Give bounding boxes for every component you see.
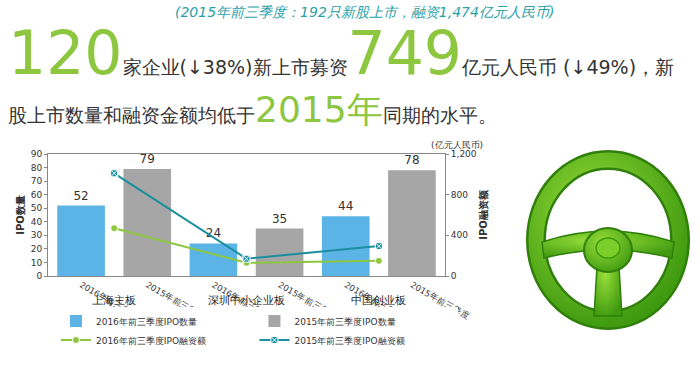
svg-text:78: 78 <box>404 153 419 167</box>
html-text:亿元人民币 (↓49%)，新: 亿元人民币 (↓49%)，新 <box>462 56 675 78</box>
svg-text:40: 40 <box>31 217 43 227</box>
svg-text:1,200: 1,200 <box>451 149 477 159</box>
svg-text:35: 35 <box>272 212 287 226</box>
svg-text:90: 90 <box>31 149 43 159</box>
svg-text:2015年前三季度: 2015年前三季度 <box>144 279 207 322</box>
html-text:(2015年前三季度：192只新股上市，融资1,474亿元人: (2015年前三季度：192只新股上市，融资1,474亿元人民币) <box>175 4 555 20</box>
svg-text:10: 10 <box>31 258 43 268</box>
svg-text:70: 70 <box>31 176 43 186</box>
svg-text:50: 50 <box>31 203 43 213</box>
svg-text:上海主板: 上海主板 <box>92 294 136 307</box>
svg-text:2015年前三季度IPO数量: 2015年前三季度IPO数量 <box>294 317 395 327</box>
svg-text:IPO融资额: IPO融资额 <box>478 189 489 240</box>
svg-text:800: 800 <box>451 190 468 200</box>
svg-text:0: 0 <box>36 271 42 281</box>
html-text:股上市数量和融资金额均低于2015年同期的水平。: 股上市数量和融资金额均低于2015年同期的水平。 <box>8 89 497 130</box>
svg-text:400: 400 <box>451 230 468 240</box>
svg-text:60: 60 <box>31 190 43 200</box>
svg-text:30: 30 <box>31 230 43 240</box>
svg-text:(亿元人民币): (亿元人民币) <box>431 140 483 150</box>
html-text:120: 120 <box>8 18 123 88</box>
svg-text:IPO数量: IPO数量 <box>15 195 26 235</box>
svg-text:44: 44 <box>338 199 353 213</box>
svg-text:2015年前三季度IPO融资额: 2015年前三季度IPO融资额 <box>294 336 404 346</box>
svg-text:52: 52 <box>73 189 88 203</box>
svg-text:2015年前三季度: 2015年前三季度 <box>408 279 472 322</box>
svg-text:24: 24 <box>206 226 221 240</box>
html-text:家企业(↓38%)新上市募资: 家企业(↓38%)新上市募资 <box>122 56 348 78</box>
svg-text:2016年前三季度: 2016年前三季度 <box>78 279 141 322</box>
svg-text:2016年前三季度: 2016年前三季度 <box>210 279 273 322</box>
html-text:749: 749 <box>347 18 462 88</box>
svg-text:2016年前三季度IPO数量: 2016年前三季度IPO数量 <box>96 317 197 327</box>
svg-text:中国创业板: 中国创业板 <box>351 294 406 307</box>
svg-text:0: 0 <box>451 271 457 281</box>
svg-text:79: 79 <box>140 152 155 166</box>
svg-text:80: 80 <box>31 163 43 173</box>
svg-text:2015年前三季度: 2015年前三季度 <box>276 279 340 322</box>
svg-text:深圳中小企业板: 深圳中小企业板 <box>208 294 285 307</box>
svg-text:20: 20 <box>31 244 43 254</box>
svg-text:2016年前三季度: 2016年前三季度 <box>342 279 406 322</box>
svg-text:2016年前三季度IPO融资额: 2016年前三季度IPO融资额 <box>96 336 206 346</box>
